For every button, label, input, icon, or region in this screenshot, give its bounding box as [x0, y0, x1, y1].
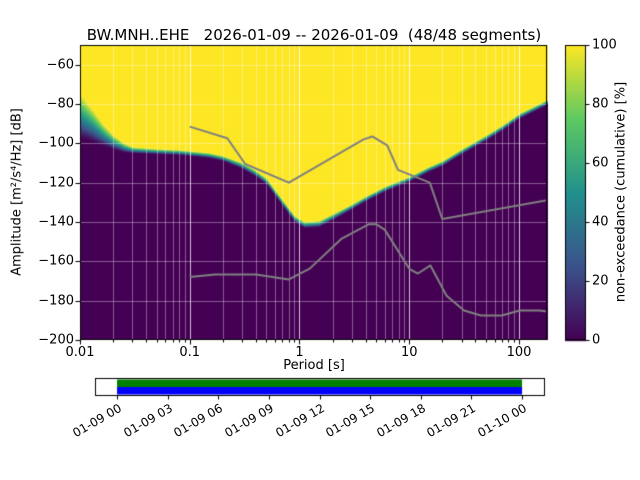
y-axis-label: Amplitude [m²/s⁴/Hz] [dB]	[9, 108, 25, 276]
x-axis-label: Period [s]	[283, 358, 345, 373]
plot-title: BW.MNH..EHE 2026-01-09 -- 2026-01-09 (48…	[86, 26, 542, 44]
colorbar-label: non-exceedance (cumulative) [%]	[613, 81, 629, 303]
